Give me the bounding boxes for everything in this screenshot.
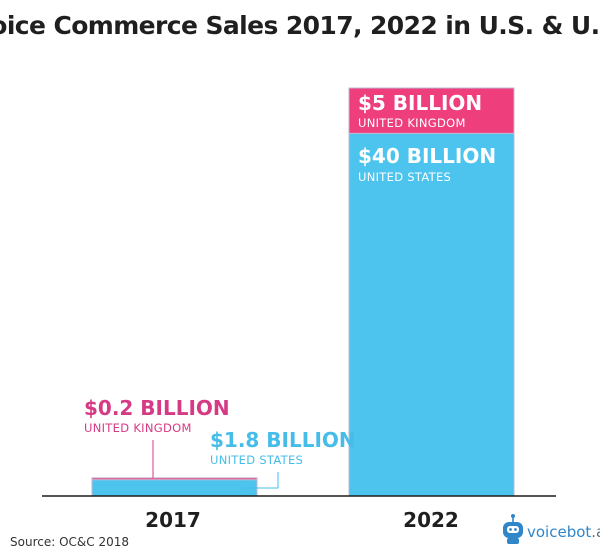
label-2022-uk-amount: $5 BILLION bbox=[358, 91, 482, 115]
logo-name: voicebot bbox=[527, 523, 591, 541]
source-note: Source: OC&C 2018 bbox=[10, 535, 129, 549]
label-2022-us-amount: $40 BILLION bbox=[358, 144, 496, 168]
bar-2017-united-states bbox=[91, 479, 258, 497]
x-tick-2017: 2017 bbox=[145, 508, 201, 532]
bars-layer bbox=[91, 87, 515, 497]
label-2017-uk-region: UNITED KINGDOM bbox=[84, 421, 192, 435]
logo-wordmark: voicebot.ai bbox=[527, 523, 600, 541]
label-2022-uk-region: UNITED KINGDOM bbox=[358, 116, 466, 130]
bar-2017-united-kingdom bbox=[91, 477, 258, 481]
robot-head-icon bbox=[503, 514, 523, 544]
label-2017-us-amount: $1.8 BILLION bbox=[210, 428, 356, 452]
label-2022-us-region: UNITED STATES bbox=[358, 170, 451, 184]
chart-title: Voice Commerce Sales 2017, 2022 in U.S. … bbox=[0, 11, 600, 40]
bar-2022-united-states bbox=[348, 132, 515, 497]
x-tick-2022: 2022 bbox=[403, 508, 459, 532]
label-2017-us-region: UNITED STATES bbox=[210, 453, 303, 467]
label-2017-uk-amount: $0.2 BILLION bbox=[84, 396, 230, 420]
voicebot-logo: voicebot.ai bbox=[503, 514, 600, 544]
leader-line-2017-us bbox=[243, 472, 279, 489]
logo-suffix: .ai bbox=[591, 523, 600, 541]
bar-2022-united-kingdom bbox=[348, 87, 515, 134]
